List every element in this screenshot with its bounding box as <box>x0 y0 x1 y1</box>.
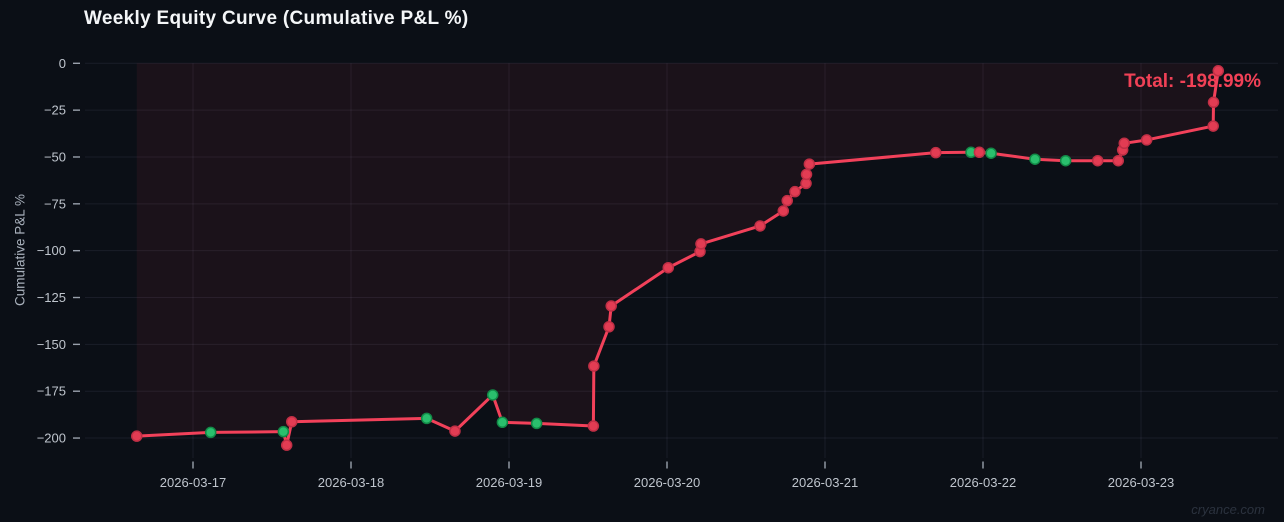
data-point-loss[interactable] <box>781 194 793 207</box>
data-point-win[interactable] <box>496 416 509 429</box>
data-point-win[interactable] <box>486 389 499 401</box>
data-point-win[interactable] <box>420 412 433 425</box>
x-tick-label: 2026-03-22 <box>950 475 1017 490</box>
data-point-loss[interactable] <box>1112 154 1124 167</box>
data-point-loss[interactable] <box>1118 137 1131 150</box>
y-tick-label: −125 <box>37 290 66 305</box>
y-tick-label: −50 <box>44 149 66 164</box>
y-tick-label: 0 <box>59 56 66 71</box>
y-tick-label: −100 <box>37 243 66 258</box>
data-point-win[interactable] <box>530 417 543 430</box>
data-point-loss[interactable] <box>587 420 600 432</box>
data-point-loss[interactable] <box>449 425 461 437</box>
data-point-loss[interactable] <box>588 360 600 372</box>
data-point-loss[interactable] <box>280 439 293 451</box>
page-title: Weekly Equity Curve (Cumulative P&L %) <box>84 8 469 29</box>
y-tick-label: −150 <box>37 337 66 352</box>
data-point-loss[interactable] <box>800 168 813 181</box>
area-fill <box>136 63 1219 446</box>
data-point-loss[interactable] <box>803 158 816 170</box>
x-tick-label: 2026-03-17 <box>160 475 227 490</box>
data-point-loss[interactable] <box>1091 154 1104 167</box>
data-point-loss[interactable] <box>789 185 801 198</box>
watermark: cryance.com <box>1191 502 1265 517</box>
data-point-loss[interactable] <box>605 300 617 312</box>
y-tick-label: −175 <box>37 384 66 399</box>
data-point-loss[interactable] <box>1207 96 1220 109</box>
x-tick-label: 2026-03-21 <box>792 475 859 490</box>
data-point-loss[interactable] <box>754 220 766 232</box>
data-point-win[interactable] <box>277 425 290 438</box>
data-point-loss[interactable] <box>286 415 298 428</box>
x-tick-label: 2026-03-20 <box>634 475 701 490</box>
data-point-loss[interactable] <box>662 261 675 274</box>
data-point-loss[interactable] <box>973 146 986 159</box>
x-tick-label: 2026-03-19 <box>476 475 543 490</box>
data-point-win[interactable] <box>985 147 997 159</box>
data-point-loss[interactable] <box>1207 120 1219 132</box>
y-tick-label: −75 <box>44 196 66 211</box>
y-tick-label: −200 <box>37 431 66 446</box>
data-point-loss[interactable] <box>695 238 707 250</box>
data-point-loss[interactable] <box>1140 134 1153 146</box>
total-pnl-annotation: Total: -198.99% <box>1124 71 1261 92</box>
data-point-loss[interactable] <box>603 320 615 333</box>
data-point-win[interactable] <box>1059 154 1072 167</box>
y-tick-label: −25 <box>44 103 66 118</box>
data-point-loss[interactable] <box>131 430 143 442</box>
data-point-loss[interactable] <box>930 146 942 159</box>
data-point-loss[interactable] <box>1212 65 1225 77</box>
x-tick-label: 2026-03-18 <box>318 475 385 490</box>
data-point-loss[interactable] <box>777 205 790 217</box>
data-point-win[interactable] <box>204 426 217 439</box>
data-point-win[interactable] <box>1029 153 1041 165</box>
x-tick-label: 2026-03-23 <box>1108 475 1175 490</box>
